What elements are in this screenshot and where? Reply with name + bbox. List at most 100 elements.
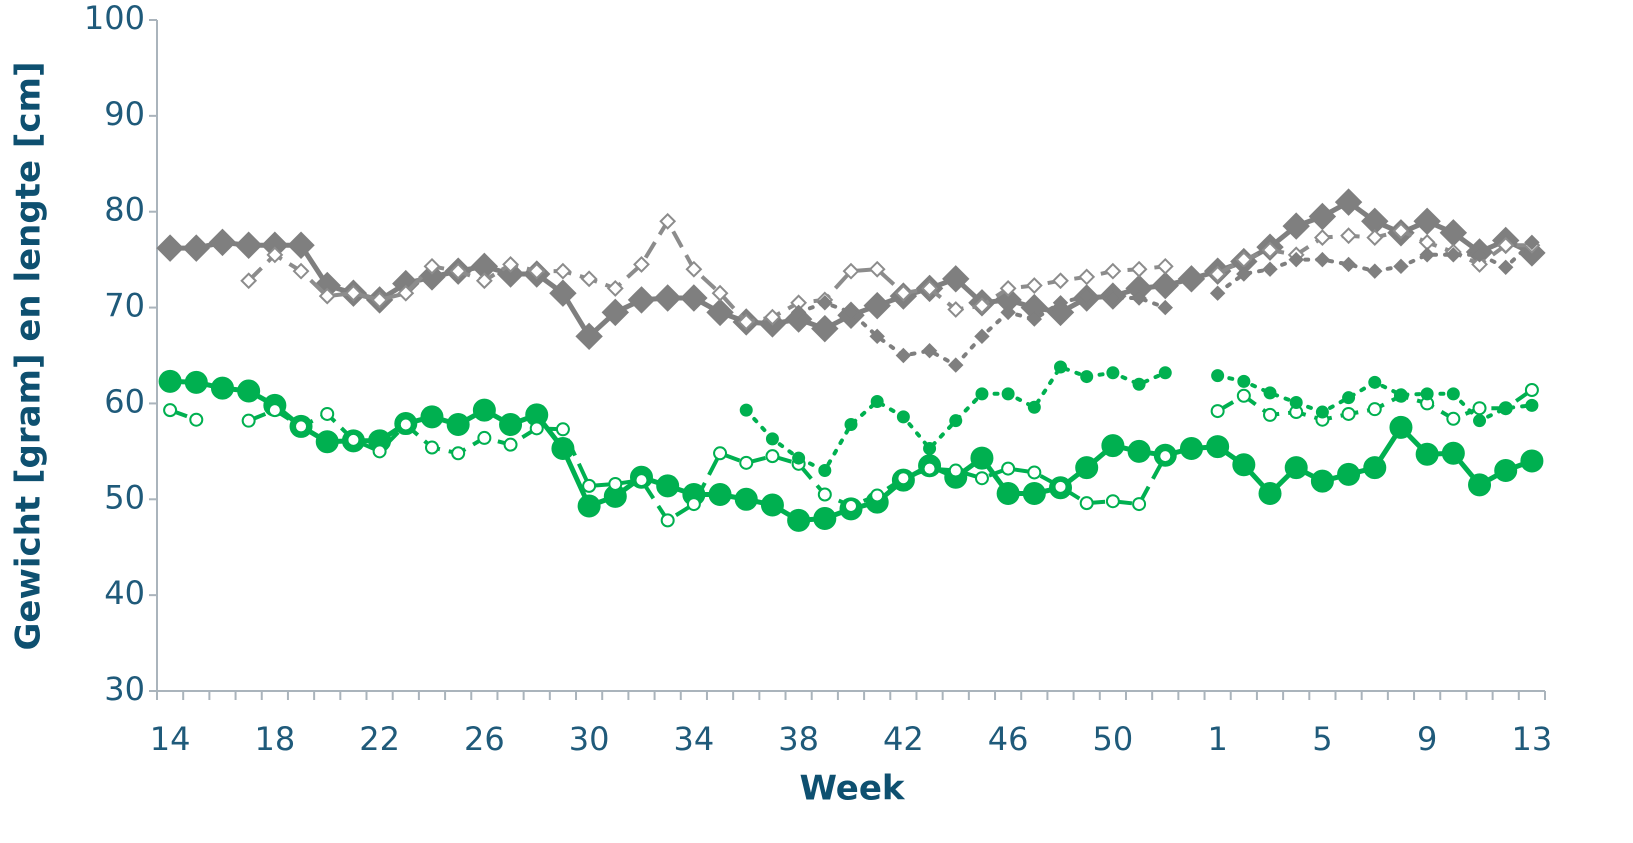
x-tick-label: 30 — [569, 720, 610, 758]
marker — [397, 284, 415, 302]
marker — [601, 298, 630, 327]
marker — [1258, 482, 1282, 506]
marker — [499, 413, 523, 437]
marker — [1499, 401, 1513, 415]
marker — [1209, 265, 1227, 283]
marker — [163, 403, 178, 418]
marker — [765, 449, 780, 464]
x-tick-label: 13 — [1512, 720, 1553, 758]
marker — [1078, 268, 1096, 286]
marker — [713, 446, 728, 461]
marker — [842, 262, 860, 280]
marker — [686, 497, 701, 512]
marker — [1027, 400, 1041, 414]
marker — [1446, 387, 1460, 401]
x-tick-label: 42 — [883, 720, 924, 758]
marker — [868, 260, 886, 278]
x-tick-label: 14 — [150, 720, 191, 758]
marker — [996, 482, 1020, 506]
marker — [1288, 251, 1304, 268]
marker — [1473, 414, 1487, 428]
x-tick-label: 5 — [1312, 720, 1332, 758]
marker — [1105, 494, 1120, 509]
marker — [398, 417, 413, 432]
marker — [1363, 456, 1387, 480]
marker — [241, 413, 256, 428]
x-tick-label: 1 — [1207, 720, 1227, 758]
marker — [1001, 387, 1015, 401]
marker — [372, 444, 387, 459]
marker — [1127, 439, 1151, 463]
marker — [1471, 256, 1488, 273]
marker — [1525, 398, 1539, 412]
marker — [739, 455, 754, 470]
marker — [1209, 285, 1226, 301]
marker — [813, 506, 837, 530]
marker — [503, 437, 518, 452]
marker — [896, 471, 911, 486]
marker — [1158, 449, 1173, 464]
marker — [420, 405, 444, 429]
marker — [1367, 263, 1383, 279]
marker — [1334, 188, 1363, 216]
marker — [1315, 405, 1329, 419]
marker — [1054, 360, 1068, 374]
marker — [1415, 442, 1439, 466]
marker — [1179, 436, 1203, 460]
marker — [975, 387, 989, 401]
y-tick-label: 80 — [104, 191, 145, 229]
marker — [1413, 207, 1441, 236]
marker — [999, 279, 1017, 297]
marker — [608, 476, 623, 491]
marker — [189, 412, 204, 427]
marker — [947, 301, 965, 318]
marker — [1105, 290, 1121, 306]
marker — [1132, 377, 1146, 391]
marker — [1075, 456, 1099, 480]
marker — [1471, 247, 1488, 263]
marker — [423, 257, 441, 275]
marker — [1497, 236, 1515, 254]
marker — [792, 451, 806, 465]
x-tick-label: 38 — [778, 720, 819, 758]
y-tick-label: 100 — [84, 0, 145, 37]
marker — [1236, 266, 1252, 282]
y-tick-label: 70 — [104, 287, 145, 325]
marker — [1472, 401, 1487, 416]
marker — [760, 493, 784, 517]
marker — [973, 297, 991, 315]
marker — [895, 347, 912, 364]
marker — [1157, 299, 1173, 316]
marker — [870, 395, 884, 409]
marker — [1052, 272, 1069, 290]
marker — [418, 263, 446, 291]
marker — [922, 461, 937, 476]
x-tick-label: 18 — [254, 720, 295, 758]
marker — [234, 231, 263, 259]
marker — [949, 414, 963, 428]
marker — [292, 262, 310, 280]
marker — [817, 487, 832, 502]
marker — [923, 441, 937, 455]
marker — [1025, 277, 1043, 294]
marker — [1156, 257, 1174, 275]
marker — [1367, 402, 1382, 417]
marker — [790, 304, 807, 321]
marker — [844, 418, 858, 432]
marker — [1445, 247, 1462, 263]
marker — [208, 228, 237, 257]
marker — [1132, 497, 1147, 512]
marker — [1052, 295, 1069, 311]
marker — [528, 262, 546, 280]
marker — [294, 419, 309, 434]
marker — [1079, 496, 1094, 511]
marker — [970, 446, 994, 470]
marker — [1524, 234, 1540, 251]
marker — [1151, 271, 1179, 300]
marker — [765, 432, 779, 446]
marker — [653, 284, 682, 312]
marker — [1524, 383, 1539, 398]
marker — [1130, 260, 1148, 278]
